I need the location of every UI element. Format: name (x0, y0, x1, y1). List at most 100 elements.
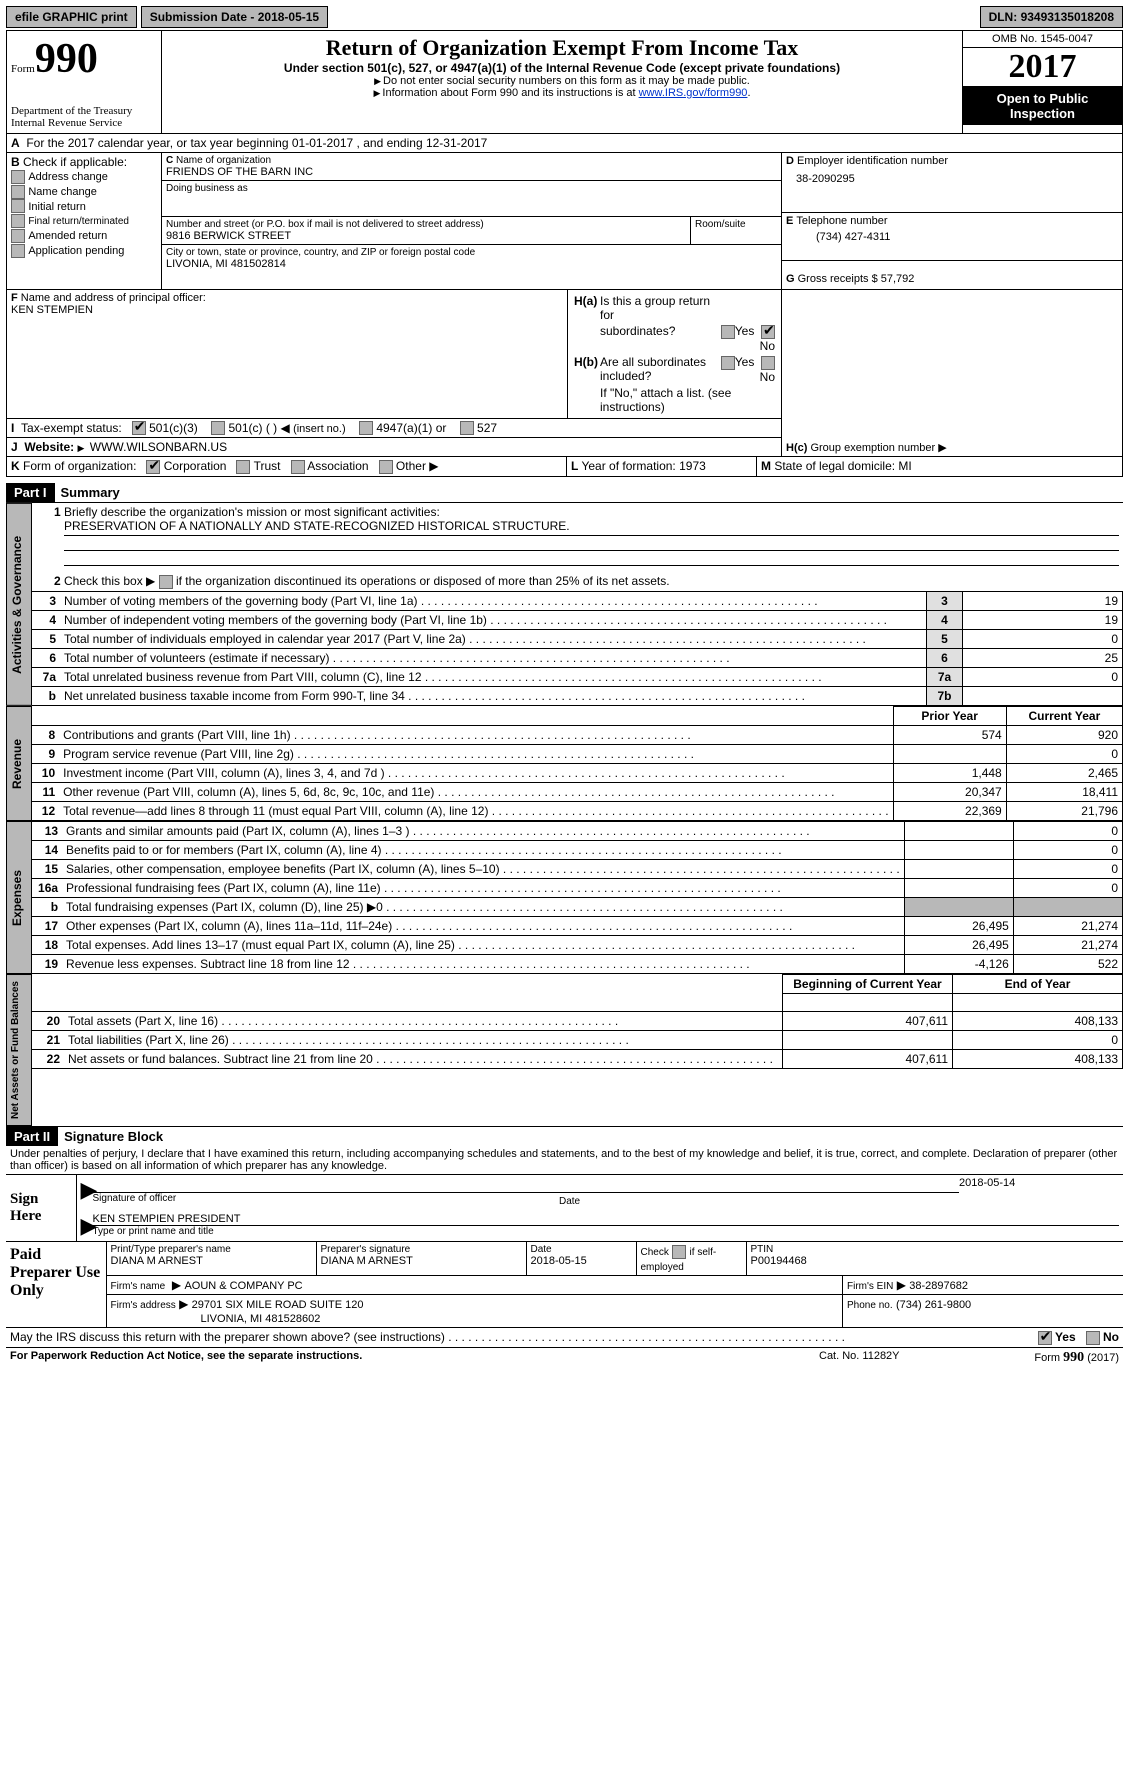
irs-link[interactable]: www.IRS.gov/form990 (639, 87, 748, 99)
b-label: Check if applicable: (23, 155, 127, 169)
street-label: Number and street (or P.O. box if mail i… (166, 219, 686, 230)
city-label: City or town, state or province, country… (166, 247, 777, 258)
b-opt-0: Address change (28, 171, 108, 183)
chk-hb-yes[interactable] (721, 356, 735, 370)
pra-notice: For Paperwork Reduction Act Notice, see … (10, 1350, 819, 1366)
submission-date: Submission Date - 2018-05-15 (141, 6, 328, 28)
ha-q2: subordinates? (600, 324, 718, 353)
hb-q: Are all subordinates included? (600, 355, 718, 384)
yes-1: Yes (735, 324, 755, 338)
efile-print-btn[interactable]: efile GRAPHIC print (6, 6, 137, 28)
irs-label: Internal Revenue Service (11, 117, 157, 129)
officer-printed-name: KEN STEMPIEN PRESIDENT (93, 1213, 1120, 1226)
chk-name-change[interactable] (11, 185, 25, 199)
print-name-label: Type or print name and title (93, 1226, 1120, 1237)
dln: DLN: 93493135018208 (980, 6, 1123, 28)
chk-amended[interactable] (11, 229, 25, 243)
part1-title: Summary (61, 485, 120, 500)
i-o3: 4947(a)(1) or (376, 421, 446, 435)
footer-form-word: Form (1034, 1352, 1060, 1364)
no-1: No (760, 339, 775, 353)
firm-addr-label: Firm's address (111, 1300, 176, 1311)
k-label: Form of organization: (23, 459, 136, 473)
b-opt-3: Final return/terminated (28, 216, 129, 227)
i-o4: 527 (477, 421, 497, 435)
chk-ha-no[interactable] (761, 325, 775, 339)
m-label: State of legal domicile: (774, 459, 898, 473)
part2-title: Signature Block (64, 1129, 163, 1144)
city-value: LIVONIA, MI 481502814 (166, 258, 777, 270)
chk-app-pending[interactable] (11, 244, 25, 258)
form-title: Return of Organization Exempt From Incom… (166, 35, 958, 61)
prep-name: DIANA M ARNEST (111, 1255, 312, 1267)
tax-year: 2017 (963, 48, 1122, 87)
ptin-value: P00194468 (751, 1255, 1120, 1267)
chk-self-employed[interactable] (672, 1245, 686, 1259)
chk-assoc[interactable] (291, 460, 305, 474)
firm-addr: 29701 SIX MILE ROAD SUITE 120 (192, 1299, 364, 1311)
tab-activities-governance: Activities & Governance (6, 503, 32, 706)
hc-label: Group exemption number (810, 442, 935, 454)
part2-label: Part II (6, 1127, 58, 1146)
form-subtitle: Under section 501(c), 527, or 4947(a)(1)… (166, 61, 958, 75)
q2-b: if the organization discontinued its ope… (176, 574, 670, 588)
chk-corp[interactable] (146, 460, 160, 474)
perjury-declaration: Under penalties of perjury, I declare th… (6, 1146, 1123, 1175)
prep-date: 2018-05-15 (531, 1255, 632, 1267)
l-label: Year of formation: (581, 459, 679, 473)
yes-2: Yes (735, 355, 755, 369)
cat-no: Cat. No. 11282Y (819, 1350, 979, 1366)
chk-initial-return[interactable] (11, 199, 25, 213)
b-opt-2: Initial return (28, 201, 85, 213)
form-header: Form990 Department of the Treasury Inter… (6, 30, 1123, 134)
j-label: Website: (24, 440, 74, 454)
chk-address-change[interactable] (11, 170, 25, 184)
b-opt-5: Application pending (28, 245, 124, 257)
phone-value: (734) 427-4311 (786, 231, 1118, 243)
firm-city: LIVONIA, MI 481528602 (111, 1313, 321, 1325)
k-o2: Trust (254, 459, 281, 473)
state-domicile: MI (898, 459, 911, 473)
chk-hb-no[interactable] (761, 356, 775, 370)
chk-other[interactable] (379, 460, 393, 474)
sig-date-label: Date (559, 1196, 580, 1207)
chk-501c3[interactable] (132, 421, 146, 435)
info-note: Information about Form 990 and its instr… (382, 87, 638, 99)
no-3: No (1103, 1330, 1119, 1344)
b-opt-4: Amended return (28, 230, 107, 242)
tab-revenue: Revenue (6, 706, 32, 821)
q2-a: Check this box (64, 574, 143, 588)
firm-ein-label: Firm's EIN (847, 1281, 893, 1292)
chk-final-return[interactable] (11, 214, 25, 228)
form-number: 990 (35, 36, 98, 82)
k-o3: Association (307, 459, 368, 473)
mission-text: PRESERVATION OF A NATIONALLY AND STATE-R… (64, 519, 570, 533)
form-word: Form (11, 63, 35, 75)
chk-4947[interactable] (359, 421, 373, 435)
street-value: 9816 BERWICK STREET (166, 230, 686, 242)
officer-name: KEN STEMPIEN (11, 304, 563, 316)
i-label: Tax-exempt status: (21, 421, 122, 435)
chk-trust[interactable] (236, 460, 250, 474)
chk-501c[interactable] (211, 421, 225, 435)
prep-sig-label: Preparer's signature (321, 1244, 522, 1255)
no-2: No (760, 370, 775, 384)
irs-discuss-q: May the IRS discuss this return with the… (10, 1330, 445, 1344)
dept-treasury: Department of the Treasury (11, 105, 157, 117)
firm-phone: (734) 261-9800 (896, 1299, 971, 1311)
gross-label: Gross receipts $ (798, 273, 881, 285)
ssn-note: Do not enter social security numbers on … (383, 75, 750, 87)
sign-here-label: Sign Here (6, 1175, 76, 1242)
i-insert: (insert no.) (293, 423, 346, 435)
firm-phone-label: Phone no. (847, 1300, 893, 1311)
chk-irs-yes[interactable] (1038, 1331, 1052, 1345)
chk-ha-yes[interactable] (721, 325, 735, 339)
chk-527[interactable] (460, 421, 474, 435)
i-o2: 501(c) ( ) (228, 421, 277, 435)
chk-discontinued[interactable] (159, 575, 173, 589)
k-o4: Other (396, 459, 426, 473)
chk-irs-no[interactable] (1086, 1331, 1100, 1345)
self-emp-l1: Check (641, 1247, 669, 1258)
k-o1: Corporation (164, 459, 227, 473)
yes-3: Yes (1055, 1330, 1076, 1344)
